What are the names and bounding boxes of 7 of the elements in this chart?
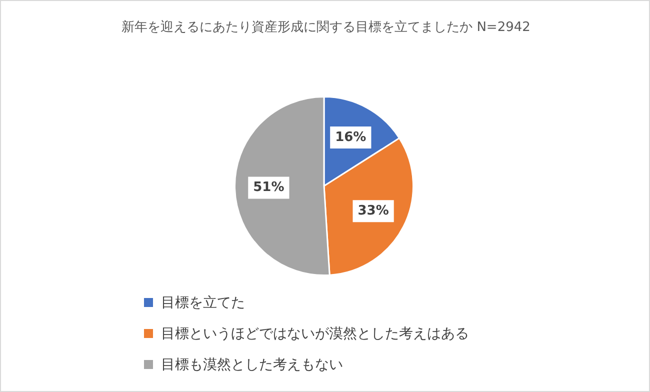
data-label: 51% xyxy=(253,180,284,196)
data-label: 33% xyxy=(358,203,389,218)
data-label: 16% xyxy=(335,130,366,145)
legend-label: 目標も漠然とした考えもない xyxy=(161,356,343,374)
legend-label: 目標というほどではないが漠然とした考えはある xyxy=(161,324,469,342)
chart-title: 新年を迎えるにあたり資産形成に関する目標を立てましたか N=2942 xyxy=(120,19,532,36)
legend-label: 目標を立てた xyxy=(161,294,245,312)
